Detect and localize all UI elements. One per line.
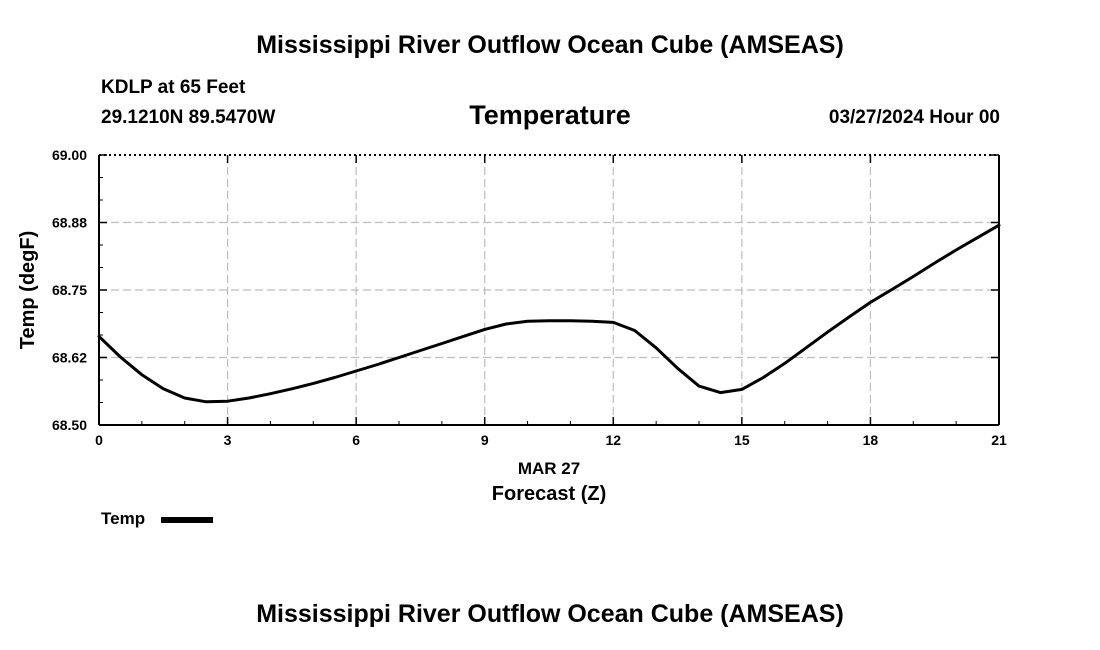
y-axis-label: Temp (degF) [17, 231, 39, 350]
x-axis-date-label: MAR 27 [518, 459, 580, 478]
temperature-chart: 0 3 6 9 12 15 18 21 68.50 68.62 68.75 68.88 69.00 MAR… [17, 147, 1007, 505]
x-axis-label: Forecast (Z) [492, 483, 606, 505]
datetime-label: 03/27/2024 Hour 00 [828, 107, 1000, 128]
footer-title: Mississippi River Outflow Ocean Cube (AM… [256, 600, 844, 628]
coordinates-label: 29.1210N 89.5470W [101, 107, 276, 128]
legend-swatch [161, 517, 213, 523]
x-tick-label: 0 [95, 432, 103, 448]
x-tick-label: 9 [481, 432, 489, 448]
x-tick-label: 15 [734, 432, 750, 448]
main-title: Mississippi River Outflow Ocean Cube (AM… [256, 31, 844, 59]
y-tick-label: 68.50 [52, 417, 87, 433]
station-label: KDLP at 65 Feet [101, 77, 246, 98]
y-tick-label: 69.00 [52, 147, 87, 163]
temp-series-line [97, 223, 1001, 404]
chart-subtitle: Temperature [469, 100, 631, 130]
y-tick-label: 68.88 [52, 215, 87, 231]
legend-label: Temp [101, 509, 146, 528]
x-tick-label: 3 [224, 432, 232, 448]
x-tick-label: 6 [352, 432, 360, 448]
x-tick-label: 18 [863, 432, 879, 448]
x-tick-label: 12 [605, 432, 621, 448]
y-tick-label: 68.62 [52, 350, 87, 366]
y-tick-label: 68.75 [52, 282, 87, 298]
x-tick-label: 21 [991, 432, 1007, 448]
